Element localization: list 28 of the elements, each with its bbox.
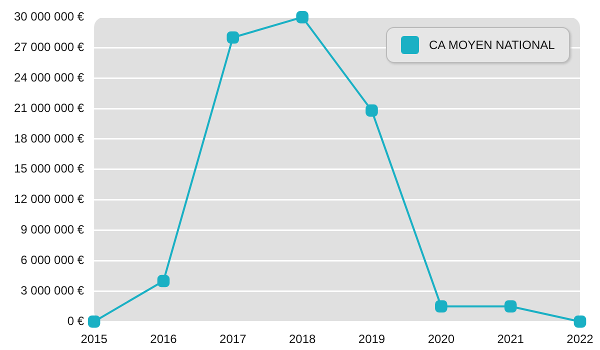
- x-tick-label: 2021: [497, 332, 524, 346]
- x-tick-label: 2020: [428, 332, 455, 346]
- y-tick-label: 21 000 000 €: [14, 100, 84, 115]
- point: [88, 315, 100, 328]
- x-tick-label: 2019: [358, 332, 386, 346]
- x-tick-label: 2018: [288, 332, 316, 346]
- y-tick-label: 27 000 000 €: [14, 40, 84, 54]
- x-tick-label: 2017: [220, 332, 247, 346]
- point: [435, 300, 448, 313]
- point: [574, 315, 586, 328]
- point: [226, 31, 240, 44]
- y-tick-label: 0 €: [67, 314, 84, 328]
- x-tick-label: 2016: [150, 332, 178, 346]
- y-tick-label: 24 000 000 €: [14, 70, 84, 84]
- y-tick-label: 3 000 000 €: [20, 283, 84, 298]
- y-tick-label: 15 000 000 €: [14, 162, 84, 176]
- point: [296, 11, 308, 24]
- x-tick-label: 2015: [80, 332, 108, 346]
- y-tick-label: 6 000 000 €: [20, 253, 84, 268]
- y-tick-label: 18 000 000 €: [14, 131, 84, 146]
- point: [157, 274, 170, 288]
- y-tick-label: 9 000 000 €: [20, 222, 84, 237]
- y-tick-label: 30 000 000 €: [14, 10, 84, 24]
- point: [504, 300, 517, 313]
- point: [366, 104, 378, 117]
- y-tick-label: 12 000 000 €: [14, 192, 84, 206]
- legend-label: CA MOYEN NATIONAL: [429, 38, 555, 52]
- x-tick-label: 2022: [566, 332, 594, 346]
